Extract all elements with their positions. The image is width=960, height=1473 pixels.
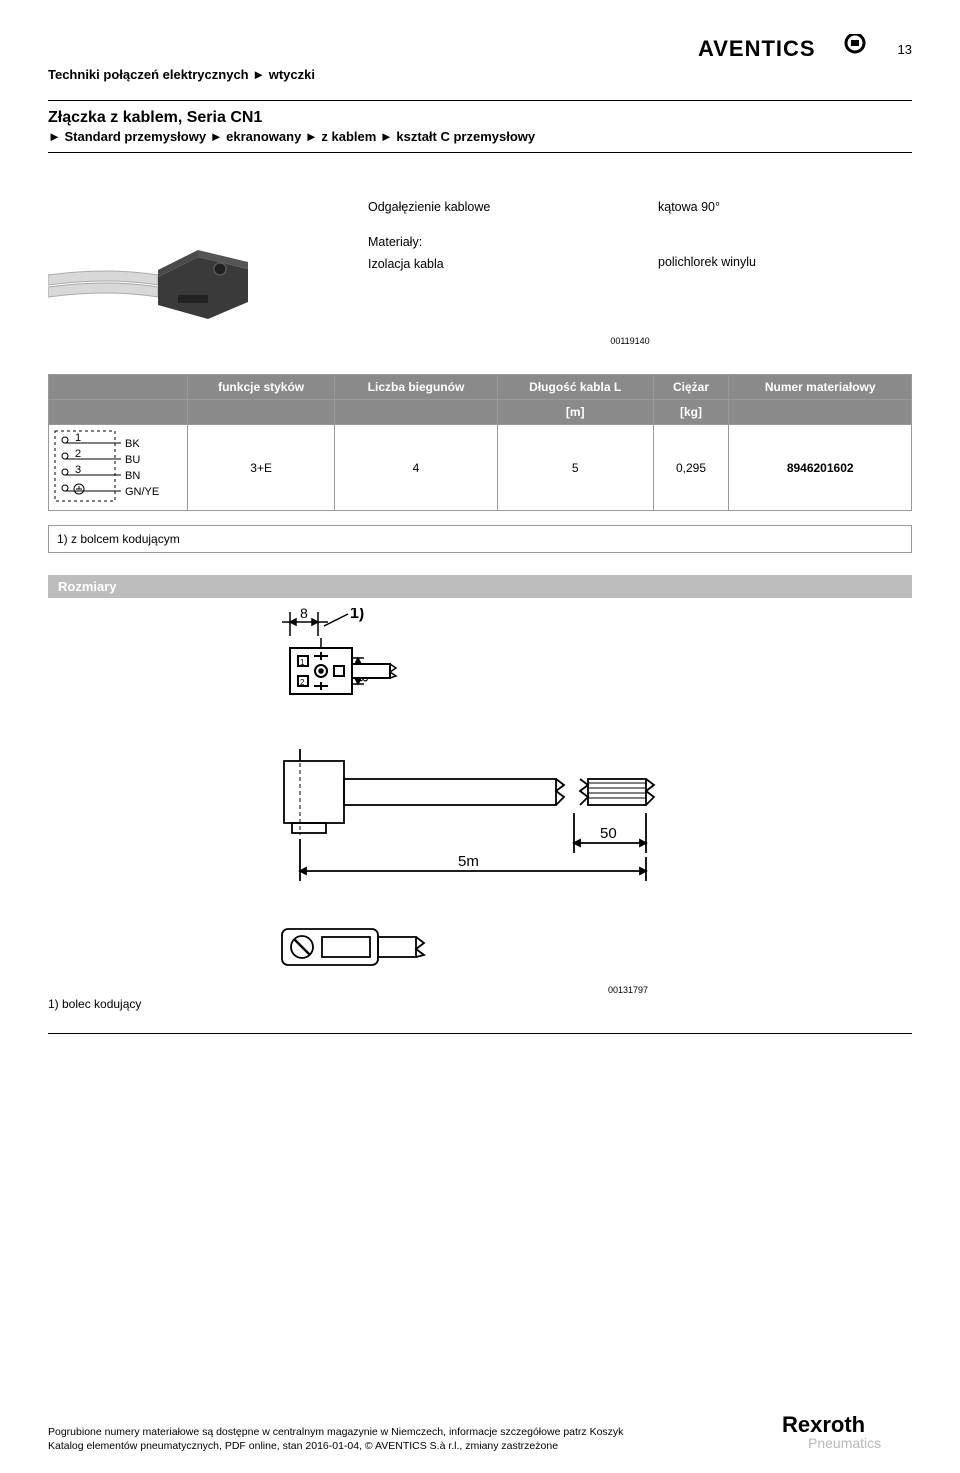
th-blank (729, 400, 912, 425)
svg-text:1: 1 (300, 658, 305, 667)
drawing-code: 00131797 (608, 985, 912, 995)
page-number: 13 (898, 42, 912, 57)
pin-num: 3 (75, 464, 81, 476)
th-blank (188, 400, 335, 425)
svg-text:2: 2 (300, 678, 305, 687)
drawing-side: 50 5m (278, 743, 718, 903)
cell-dlugosc: 5 (497, 425, 653, 511)
divider (48, 100, 912, 101)
product-image (48, 197, 298, 327)
image-code: 00119140 (348, 336, 912, 346)
svg-text:50: 50 (600, 825, 617, 842)
th-unit-m: [m] (497, 400, 653, 425)
page-footer: Pogrubione numery materiałowe są dostępn… (48, 1425, 912, 1453)
drawing-bottom (278, 919, 448, 979)
page-title: Złączka z kablem, Seria CN1 (48, 109, 912, 127)
th-unit-kg: [kg] (653, 400, 729, 425)
th-blank (335, 400, 497, 425)
footer-logo-sub: Pneumatics (808, 1435, 881, 1451)
prop-label: Odgałęzienie kablowe (368, 197, 658, 218)
prop-value: kątowa 90° (658, 197, 912, 218)
table-footnote: 1) z bolcem kodującym (48, 525, 912, 553)
cell-bieguny: 4 (335, 425, 497, 511)
th-bieguny: Liczba biegunów (335, 375, 497, 400)
pin-label: GN/YE (125, 486, 159, 498)
cell-ciezar: 0,295 (653, 425, 729, 511)
divider (48, 1033, 912, 1034)
logo-text: AVENTICS (698, 36, 816, 61)
th-blank (49, 400, 188, 425)
spec-table: funkcje styków Liczba biegunów Długość k… (48, 374, 912, 511)
th-funkcje: funkcje styków (188, 375, 335, 400)
breadcrumb: Techniki połączeń elektrycznych ► wtyczk… (48, 67, 315, 82)
drawing-top: 8 1) 1 2 (278, 608, 478, 718)
footer-logo-main: Rexroth (782, 1412, 865, 1437)
th-numer: Numer materiałowy (729, 375, 912, 400)
svg-text:5m: 5m (458, 853, 479, 870)
th-ciezar: Ciężar (653, 375, 729, 400)
pin-num: 1 (75, 432, 81, 444)
page-header: Techniki połączeń elektrycznych ► wtyczk… (48, 40, 912, 100)
rexroth-logo: Rexroth Pneumatics (782, 1412, 912, 1457)
prop-label: Izolacja kabla (368, 254, 658, 275)
drawing-caption: 1) bolec kodujący (48, 997, 912, 1011)
prop-value: polichlorek winylu (658, 252, 912, 273)
pin-num: 2 (75, 448, 81, 460)
aventics-logo: AVENTICS (698, 34, 868, 69)
svg-text:1): 1) (350, 608, 364, 622)
dimensions-drawings: 8 1) 1 2 (278, 608, 912, 979)
th-dlugosc: Długość kabla L (497, 375, 653, 400)
properties-block: Odgałęzienie kablowe Materiały: Izolacja… (48, 197, 912, 332)
pin-label: BN (125, 470, 140, 482)
pin-label: BK (125, 438, 140, 450)
pin-diagram: 1 BK 2 BU 3 BN (53, 429, 183, 503)
cell-funkcje: 3+E (188, 425, 335, 511)
th-blank (49, 375, 188, 400)
table-row: 1 BK 2 BU 3 BN (49, 425, 912, 511)
divider (48, 152, 912, 153)
materials-header: Materiały: (368, 232, 658, 253)
dimensions-header: Rozmiary (48, 575, 912, 598)
cell-numer: 8946201602 (729, 425, 912, 511)
pin-label: BU (125, 454, 140, 466)
page-subtitle: ► Standard przemysłowy ► ekranowany ► z … (48, 129, 912, 144)
svg-text:8: 8 (300, 608, 308, 621)
